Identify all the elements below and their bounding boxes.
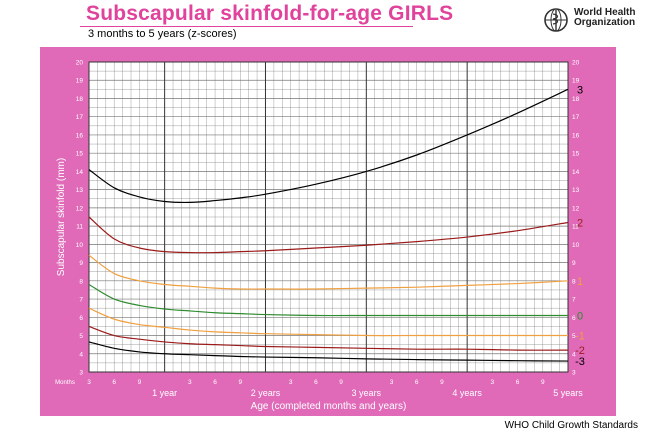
y-tick-label-left: 4 <box>79 351 83 358</box>
y-tick-label-left: 10 <box>76 242 84 249</box>
y-tick-label-right: 17 <box>572 114 580 121</box>
y-tick-label-right: 5 <box>572 333 576 340</box>
y-tick-label-right: 19 <box>572 78 580 85</box>
y-tick-label-right: 10 <box>572 242 580 249</box>
x-month-tick-label: 9 <box>238 379 242 386</box>
x-year-tick-label: 4 years <box>452 388 482 398</box>
y-tick-label-left: 9 <box>79 260 83 267</box>
series-label-z3: 3 <box>577 84 583 96</box>
x-month-tick-label: 3 <box>390 379 394 386</box>
x-year-tick-label: 5 years <box>553 388 583 398</box>
x-month-tick-label: 6 <box>213 379 217 386</box>
y-tick-label-left: 5 <box>79 333 83 340</box>
y-tick-label-right: 4 <box>572 351 576 358</box>
chart-title: Subscapular skinfold-for-age GIRLS <box>86 2 454 25</box>
y-tick-label-left: 12 <box>76 205 84 212</box>
y-tick-label-right: 15 <box>572 151 580 158</box>
series-line-z2 <box>88 216 569 254</box>
x-month-tick-label: 3 <box>289 379 293 386</box>
y-tick-label-left: 6 <box>79 315 83 322</box>
x-month-tick-label: 3 <box>87 379 91 386</box>
org-name: World Health Organization <box>574 8 635 28</box>
y-tick-label-left: 7 <box>79 297 83 304</box>
y-tick-label-right: 20 <box>572 60 580 67</box>
series-line-z0 <box>88 283 568 317</box>
x-month-tick-label: 9 <box>138 379 142 386</box>
y-tick-label-left: 3 <box>79 370 83 377</box>
y-tick-label-left: 11 <box>76 224 83 231</box>
footer-source: WHO Child Growth Standards <box>504 420 638 431</box>
x-month-tick-label: 3 <box>188 379 192 386</box>
y-tick-label-left: 15 <box>76 151 84 158</box>
y-axis-title: Subscapular skinfold (mm) <box>56 158 67 276</box>
series-line-z3 <box>88 88 569 204</box>
series-line-z-3 <box>88 341 569 362</box>
y-tick-label-right: 16 <box>572 132 580 139</box>
y-tick-label-left: 19 <box>76 78 84 85</box>
y-tick-label-right: 14 <box>572 169 580 176</box>
series-label-z1: 1 <box>577 276 583 288</box>
y-tick-label-right: 8 <box>572 278 576 285</box>
x-month-tick-label: 9 <box>440 379 444 386</box>
x-month-tick-label: 9 <box>339 379 343 386</box>
series-line-z1 <box>88 254 569 290</box>
x-month-tick-label: 3 <box>491 379 495 386</box>
x-month-tick-label: 6 <box>314 379 318 386</box>
y-tick-label-right: 18 <box>572 96 580 103</box>
series-label-z0: 0 <box>577 310 583 322</box>
y-tick-label-right: 7 <box>572 297 576 304</box>
y-tick-label-right: 11 <box>572 224 579 231</box>
y-tick-label-left: 20 <box>76 60 84 67</box>
x-month-tick-label: 6 <box>516 379 520 386</box>
who-emblem-icon <box>544 8 568 32</box>
chart-subtitle: 3 months to 5 years (z-scores) <box>88 28 237 40</box>
x-year-tick-label: 3 years <box>352 388 382 398</box>
x-month-tick-label: 6 <box>415 379 419 386</box>
y-tick-label-left: 14 <box>76 169 84 176</box>
y-tick-label-right: 3 <box>572 370 576 377</box>
title-underline <box>80 26 413 27</box>
x-axis-title: Age (completed months and years) <box>251 401 407 412</box>
x-months-label: Months <box>55 380 75 386</box>
y-tick-label-right: 9 <box>572 260 576 267</box>
series-label-z-1: -1 <box>575 331 585 343</box>
y-tick-label-left: 17 <box>76 114 84 121</box>
y-tick-label-left: 16 <box>76 132 84 139</box>
y-tick-label-left: 8 <box>79 278 83 285</box>
org-name-line1: World Health <box>574 7 636 18</box>
org-name-line2: Organization <box>574 17 636 28</box>
y-tick-label-left: 13 <box>76 187 84 194</box>
series-label-z2: 2 <box>577 217 583 229</box>
y-tick-label-right: 6 <box>572 315 576 322</box>
y-tick-label-left: 18 <box>76 96 84 103</box>
x-year-tick-label: 1 year <box>152 388 177 398</box>
x-year-tick-label: 2 years <box>251 388 281 398</box>
x-month-tick-label: 9 <box>541 379 545 386</box>
series-label-z-2: -2 <box>575 345 585 357</box>
y-tick-label-right: 12 <box>572 205 580 212</box>
series-line-z-2 <box>88 325 569 351</box>
x-month-tick-label: 6 <box>112 379 116 386</box>
series-label-z-3: -3 <box>575 356 585 368</box>
y-tick-label-right: 13 <box>572 187 580 194</box>
series-line-z-1 <box>88 307 568 337</box>
